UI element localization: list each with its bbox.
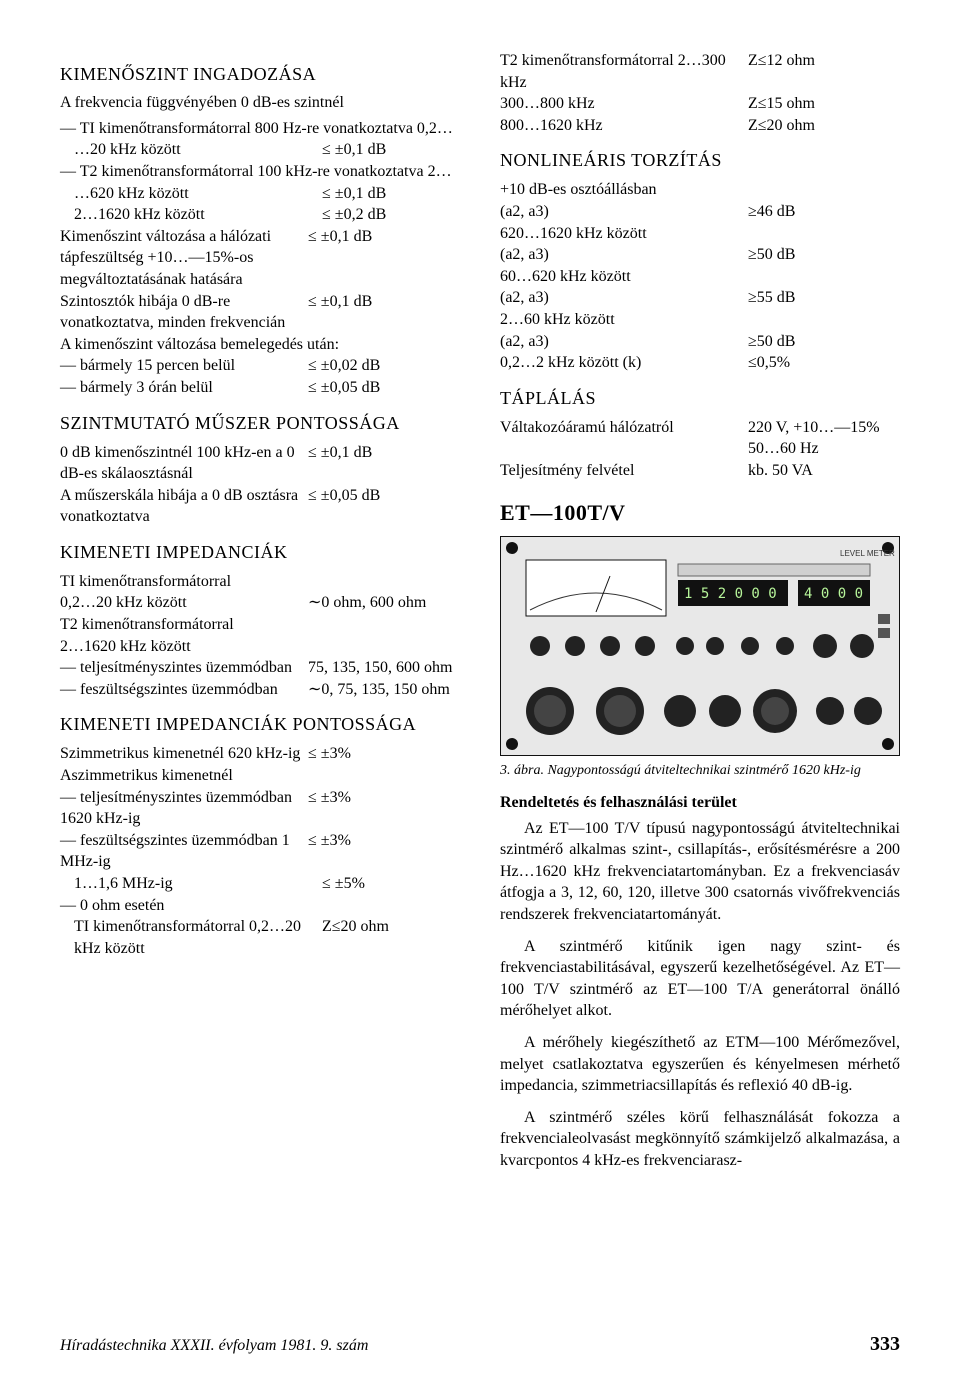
spec-label: …620 kHz között [60,183,322,205]
spec-value: ≤ ±0,1 dB [308,291,460,334]
spec-label: 0,2…2 kHz között (k) [500,352,748,374]
instrument-figure: LEVEL METER 1 5 2 0 0 0 4 0 0 0 [500,536,900,756]
body-paragraph: Az ET—100 T/V típusú nagypontosságú átvi… [500,818,900,926]
intro-text: A frekvencia függvényében 0 dB-es szintn… [60,93,460,114]
spec-value: ≤ ±0,1 dB [322,183,460,205]
spec-label: — bármely 3 órán belül [60,377,308,399]
spec-text: 60…620 kHz között [500,266,900,288]
spec-value: Z≤12 ohm [748,50,900,93]
spec-value: ≥55 dB [748,287,900,309]
spec-value: 50…60 Hz [748,438,900,460]
spec-value: ≤0,5% [748,352,900,374]
spec-value: kb. 50 VA [748,460,900,482]
spec-value: ≥46 dB [748,201,900,223]
spec-value: ≤ ±0,2 dB [322,204,460,226]
spec-text: 2…1620 kHz között [60,636,460,658]
section-title: TÁPLÁLÁS [500,388,900,409]
spec-label: 0,2…20 kHz között [60,592,308,614]
spec-label: Kimenőszint változása a hálózati tápfesz… [60,226,308,291]
svg-text:4 0 0 0: 4 0 0 0 [804,586,863,602]
spec-value: Z≤20 ohm [748,115,900,137]
spec-label: 0 dB kimenőszintnél 100 kHz-en a 0 dB-es… [60,442,308,485]
spec-value: Z≤15 ohm [748,93,900,115]
spec-value: Z≤20 ohm [322,916,460,959]
subsection-heading: Rendeltetés és felhasználási terület [500,794,900,812]
figure-caption: 3. ábra. Nagypontosságú átviteltechnikai… [500,762,900,780]
spec-text: TI kimenőtransformátorral [60,571,460,593]
spec-label: 800…1620 kHz [500,115,748,137]
spec-label: — teljesítményszintes üzemmódban 1620 kH… [60,787,308,830]
spec-label: …20 kHz között [60,139,322,161]
body-paragraph: A szintmérő kitűnik igen nagy szint- és … [500,936,900,1022]
spec-value: ≤ ±0,05 dB [308,485,460,528]
svg-text:1 5 2 0 0 0: 1 5 2 0 0 0 [684,586,777,602]
spec-text: A kimenőszint változása bemelegedés után… [60,334,460,356]
spec-label: — teljesítményszintes üzemmódban [60,657,308,679]
spec-value: ≤ ±3% [308,787,460,830]
spec-label: Teljesítmény felvétel [500,460,748,482]
svg-text:LEVEL METER: LEVEL METER [840,549,895,558]
spec-text: +10 dB-es osztóállásban [500,179,900,201]
spec-value: ≤ ±0,1 dB [308,226,460,291]
spec-label: (a2, a3) [500,287,748,309]
model-heading: ET—100T/V [500,500,900,526]
spec-value: ≤ ±0,1 dB [308,442,460,485]
spec-text: Aszimmetrikus kimenetnél [60,765,460,787]
spec-label: 2…1620 kHz között [60,204,322,226]
spec-label: A műszerskála hibája a 0 dB osztásra von… [60,485,308,528]
spec-label: Szintosztók hibája 0 dB-re vonatkoztatva… [60,291,308,334]
section-title: KIMENŐSZINT INGADOZÁSA [60,64,460,85]
spec-label: — bármely 15 percen belül [60,355,308,377]
spec-text: — TI kimenőtransformátorral 800 Hz-re vo… [60,118,460,140]
spec-label: (a2, a3) [500,244,748,266]
section-title: SZINTMUTATÓ MŰSZER PONTOSSÁGA [60,413,460,434]
section-title: KIMENETI IMPEDANCIÁK [60,542,460,563]
section-title: NONLINEÁRIS TORZÍTÁS [500,150,900,171]
section-title: KIMENETI IMPEDANCIÁK PONTOSSÁGA [60,714,460,735]
spec-value: ∼0 ohm, 600 ohm [308,592,460,614]
spec-label: TI kimenőtransformátorral 0,2…20 kHz köz… [60,916,322,959]
spec-label: 300…800 kHz [500,93,748,115]
spec-value: ≤ ±5% [322,873,460,895]
spec-value: ≥50 dB [748,244,900,266]
page-footer: Híradástechnika XXXII. évfolyam 1981. 9.… [60,1333,900,1356]
spec-text: — T2 kimenőtransformátorral 100 kHz-re v… [60,161,460,183]
spec-label: T2 kimenőtransformátorral 2…300 kHz [500,50,748,93]
journal-issue: Híradástechnika XXXII. évfolyam 1981. 9.… [60,1337,368,1355]
spec-value: ≤ ±3% [308,830,460,873]
spec-label [500,438,748,460]
spec-label: — feszültségszintes üzemmódban [60,679,308,701]
spec-value: 220 V, +10…—15% [748,417,900,439]
spec-text: 620…1620 kHz között [500,223,900,245]
spec-text: T2 kimenőtransformátorral [60,614,460,636]
spec-text: — 0 ohm esetén [60,895,460,917]
spec-value: ≤ ±0,02 dB [308,355,460,377]
body-paragraph: A mérőhely kiegészíthető az ETM—100 Mérő… [500,1032,900,1097]
spec-label: Szimmetrikus kimenetnél 620 kHz-ig [60,743,308,765]
spec-label: 1…1,6 MHz-ig [60,873,322,895]
spec-value: ≤ ±3% [308,743,460,765]
spec-text: 2…60 kHz között [500,309,900,331]
spec-value: ≥50 dB [748,331,900,353]
page-number: 333 [870,1333,900,1356]
body-paragraph: A szintmérő széles körű felhasználását f… [500,1107,900,1172]
spec-label: — feszültségszintes üzemmódban 1 MHz-ig [60,830,308,873]
spec-value: ≤ ±0,1 dB [322,139,460,161]
spec-value: 75, 135, 150, 600 ohm [308,657,460,679]
spec-label: (a2, a3) [500,201,748,223]
spec-label: (a2, a3) [500,331,748,353]
spec-value: ∼0, 75, 135, 150 ohm [308,679,460,701]
spec-value: ≤ ±0,05 dB [308,377,460,399]
spec-label: Váltakozóáramú hálózatról [500,417,748,439]
